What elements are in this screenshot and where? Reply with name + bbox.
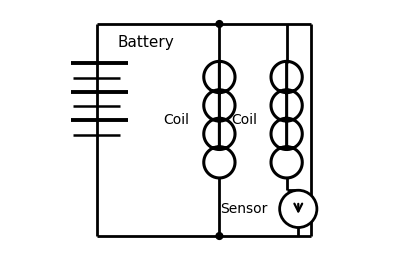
Circle shape	[216, 21, 223, 27]
Text: Battery: Battery	[117, 35, 174, 50]
Text: Sensor: Sensor	[220, 202, 267, 216]
Circle shape	[280, 190, 317, 228]
Text: Coil: Coil	[164, 113, 190, 127]
Circle shape	[216, 233, 223, 239]
Text: Coil: Coil	[231, 113, 257, 127]
